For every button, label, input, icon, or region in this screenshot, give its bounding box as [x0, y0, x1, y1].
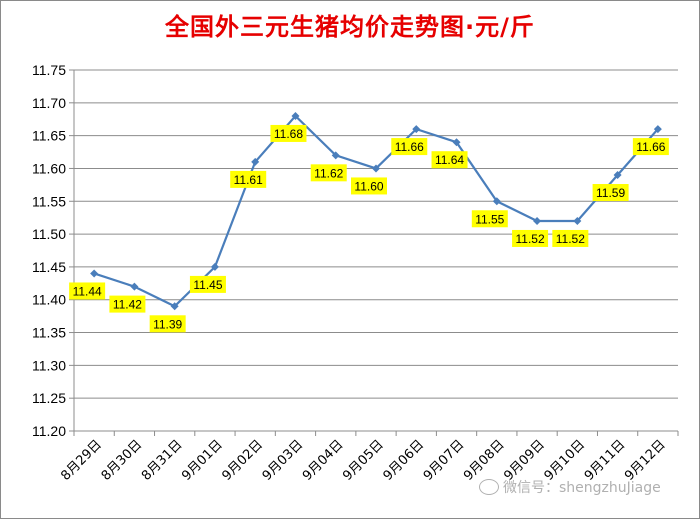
data-label: 11.66 — [636, 140, 665, 154]
x-tick-label: 9月07日 — [421, 437, 468, 484]
data-label: 11.64 — [435, 153, 464, 167]
y-tick-label: 11.30 — [32, 357, 66, 373]
data-label-box — [592, 184, 629, 202]
x-tick-label: 9月03日 — [260, 437, 307, 484]
x-tick-label: 9月05日 — [340, 437, 387, 484]
data-label: 11.42 — [113, 298, 142, 312]
data-point — [452, 138, 461, 147]
data-point — [372, 164, 380, 173]
data-label-box — [471, 210, 508, 228]
data-label: 11.59 — [596, 186, 625, 200]
data-label: 11.45 — [193, 278, 222, 292]
data-label: 11.60 — [354, 179, 383, 193]
y-tick-label: 11.60 — [32, 160, 66, 176]
data-label-box — [351, 177, 387, 195]
x-tick-label: 8月31日 — [139, 437, 186, 484]
data-point — [533, 216, 542, 225]
data-point — [331, 151, 340, 160]
data-label-box — [230, 170, 267, 188]
data-label-box — [149, 315, 186, 333]
data-point — [291, 111, 300, 120]
data-point — [573, 216, 582, 225]
data-label-box — [109, 295, 146, 313]
data-point — [492, 197, 501, 206]
series-line — [93, 114, 659, 308]
y-tick-label: 11.65 — [32, 128, 66, 144]
x-tick-label: 9月04日 — [300, 437, 347, 484]
x-tick-label: 9月02日 — [219, 437, 266, 484]
data-label-box — [391, 138, 428, 156]
data-point — [210, 262, 219, 271]
data-point — [613, 171, 622, 180]
data-point — [90, 269, 99, 278]
data-label-box — [310, 164, 347, 182]
data-label: 11.55 — [475, 212, 504, 226]
data-point — [251, 157, 260, 166]
data-label: 11.68 — [274, 127, 303, 141]
data-label: 11.52 — [556, 232, 585, 246]
data-label-box — [512, 229, 549, 247]
y-tick-label: 11.45 — [32, 259, 66, 275]
data-label: 11.61 — [234, 173, 263, 187]
y-tick-label: 11.55 — [32, 193, 66, 209]
y-tick-label: 11.50 — [32, 226, 66, 242]
data-label-box — [552, 229, 589, 247]
data-label-box — [632, 138, 669, 156]
data-label-box — [69, 282, 106, 300]
data-point — [412, 125, 421, 134]
data-label: 11.39 — [153, 317, 182, 331]
y-tick-label: 11.40 — [32, 292, 66, 308]
x-tick-label: 9月01日 — [179, 437, 226, 484]
data-label: 11.62 — [314, 166, 343, 180]
x-tick-label: 9月06日 — [381, 437, 428, 484]
watermark: 微信号：shengzhuJiage — [479, 477, 661, 497]
data-label-box — [431, 151, 468, 169]
y-tick-label: 11.70 — [32, 95, 66, 111]
chart-title: 全国外三元生猪均价走势图·元/斤 — [165, 13, 535, 41]
data-point — [653, 125, 662, 134]
data-label: 11.44 — [73, 284, 102, 298]
data-point — [130, 282, 139, 291]
data-label: 11.52 — [515, 232, 544, 246]
data-label-box — [270, 124, 307, 142]
x-tick-label: 8月29日 — [58, 437, 105, 484]
x-tick-label: 8月30日 — [99, 437, 146, 484]
data-label-box — [189, 275, 226, 293]
wechat-icon — [479, 479, 499, 495]
y-tick-label: 11.75 — [32, 62, 66, 78]
data-point — [170, 302, 179, 311]
y-tick-label: 11.35 — [32, 325, 66, 341]
y-tick-label: 11.20 — [32, 423, 66, 439]
data-label: 11.66 — [395, 140, 424, 154]
watermark-text: 微信号：shengzhuJiage — [503, 480, 661, 496]
y-tick-label: 11.25 — [32, 390, 66, 406]
